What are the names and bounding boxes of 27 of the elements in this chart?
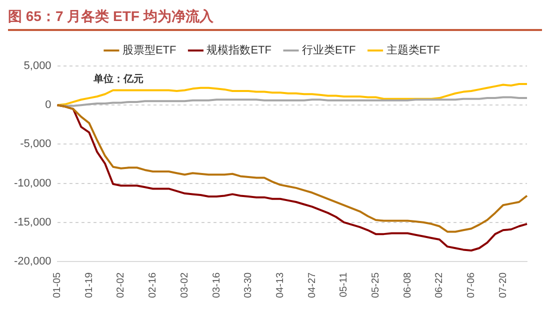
y-tick-label: -5,000 [20,138,52,150]
y-tick-label: 5,000 [24,60,52,72]
x-tick-label: 02-16 [148,272,159,298]
x-tick-label: 03-02 [179,272,190,298]
legend-label: 主题类ETF [386,44,440,57]
y-tick-label: -20,000 [14,255,52,268]
legend-label: 股票型ETF [122,44,177,57]
x-tick-label: 07-06 [466,272,478,298]
x-tick-label: 04-13 [274,272,286,298]
x-tick-label: 06-08 [402,272,414,298]
chart-title: 图 65：7 月各类 ETF 均为净流入 [8,8,542,31]
y-tick-label: -10,000 [14,177,52,190]
annotation: 单位：亿元 [92,72,144,85]
y-tick-label: 0 [45,99,52,112]
legend-label: 规模指数ETF [206,44,272,57]
x-tick-label: 05-11 [338,272,350,298]
x-tick-label: 07-20 [498,272,509,298]
x-tick-label: 03-30 [243,272,254,298]
y-tick-label: -15,000 [14,216,52,228]
x-tick-label: 01-05 [52,272,64,298]
x-tick-label: 04-27 [306,272,318,298]
x-tick-label: 06-22 [434,272,446,298]
x-tick-label: 05-25 [370,272,382,298]
x-tick-label: 01-19 [84,272,95,298]
x-tick-label: 03-16 [211,272,222,298]
legend-label: 行业类ETF [302,44,356,57]
x-tick-label: 02-02 [116,272,127,298]
